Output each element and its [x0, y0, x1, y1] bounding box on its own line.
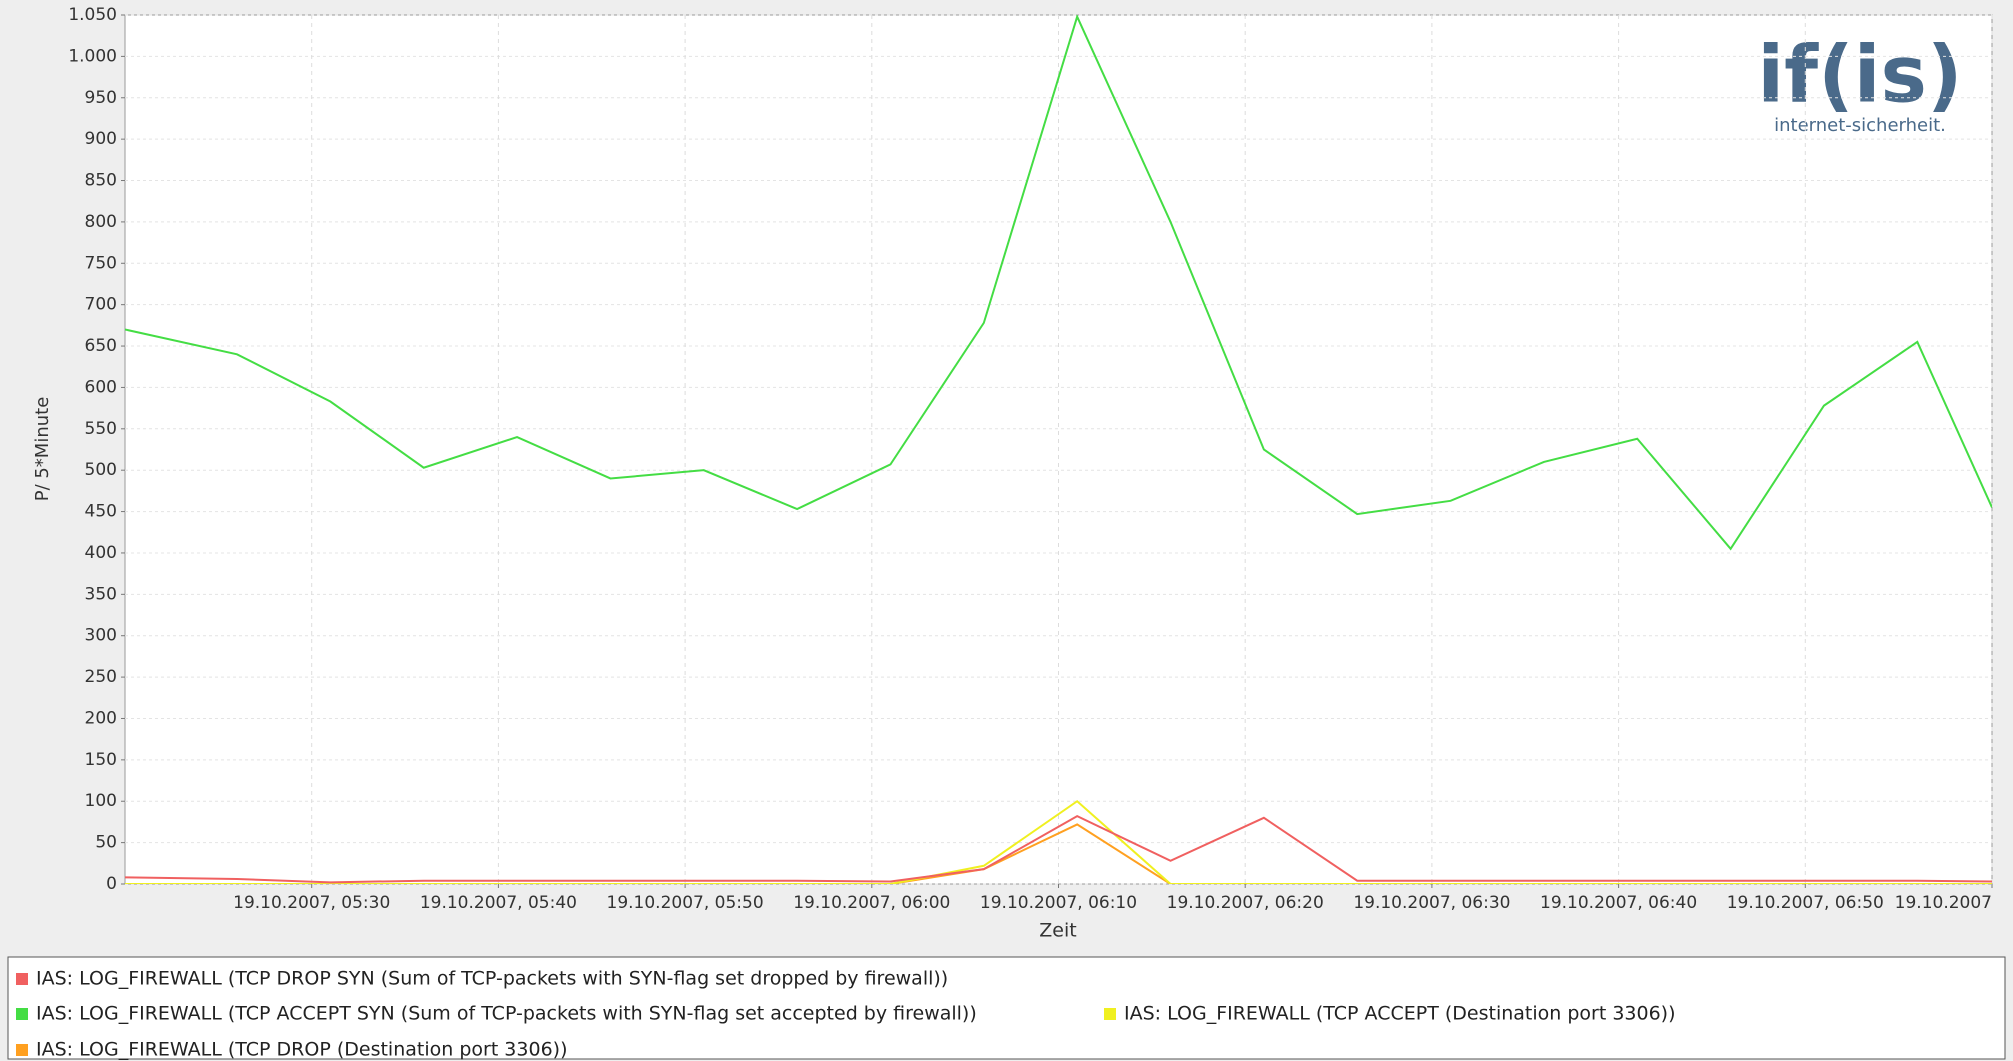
legend-label: IAS: LOG_FIREWALL (TCP ACCEPT (Destinati…: [1124, 1003, 1676, 1025]
x-tick-label: 19.10.2007, 06:10: [980, 893, 1137, 913]
y-tick-label: 950: [85, 88, 117, 108]
legend-swatch: [1104, 1008, 1116, 1020]
y-tick-label: 200: [85, 708, 117, 728]
series-group: [125, 15, 1992, 884]
logo-tagline: internet-sicherheit.: [1774, 115, 1946, 136]
logo: if(is): [1757, 30, 1962, 120]
legend-swatch: [16, 1044, 28, 1056]
x-tick-label: 19.10.2007, 06:20: [1167, 893, 1324, 913]
x-tick-label: 19.10.2007, 06:50: [1727, 893, 1884, 913]
series-line: [125, 15, 1992, 551]
y-tick-label: 550: [85, 419, 117, 439]
y-tick-label: 800: [85, 212, 117, 232]
y-tick-label: 1.050: [68, 5, 117, 25]
y-tick-label: 250: [85, 667, 117, 687]
legend-swatch: [16, 1008, 28, 1020]
legend-label: IAS: LOG_FIREWALL (TCP DROP SYN (Sum of …: [36, 968, 948, 990]
x-tick-label: 19.10.2007, 05:50: [607, 893, 764, 913]
y-tick-label: 700: [85, 295, 117, 315]
x-tick-label: 19.10.2007: [1895, 893, 1992, 913]
legend-box: [7, 956, 2006, 1060]
y-tick-label: 400: [85, 543, 117, 563]
y-tick-label: 1.000: [68, 46, 117, 66]
x-tick-label: 19.10.2007, 05:30: [233, 893, 390, 913]
x-axis-label: Zeit: [1039, 920, 1076, 942]
x-tick-label: 19.10.2007, 05:40: [420, 893, 577, 913]
y-tick-label: 50: [95, 833, 117, 853]
y-tick-label: 450: [85, 502, 117, 522]
y-tick-label: 0: [106, 874, 117, 894]
y-tick-label: 900: [85, 129, 117, 149]
series-line: [125, 823, 1992, 884]
series-line: [125, 815, 1992, 884]
y-tick-label: 750: [85, 253, 117, 273]
y-axis-label: P/ 5*Minute: [32, 397, 53, 502]
legend-label: IAS: LOG_FIREWALL (TCP DROP (Destination…: [36, 1039, 567, 1061]
legend-label: IAS: LOG_FIREWALL (TCP ACCEPT SYN (Sum o…: [36, 1003, 977, 1025]
y-tick-label: 650: [85, 336, 117, 356]
y-tick-label: 350: [85, 584, 117, 604]
x-tick-label: 19.10.2007, 06:00: [793, 893, 950, 913]
y-tick-label: 500: [85, 460, 117, 480]
legend-swatch: [16, 973, 28, 985]
y-tick-label: 600: [85, 377, 117, 397]
y-tick-label: 100: [85, 791, 117, 811]
y-tick-label: 150: [85, 750, 117, 770]
y-tick-label: 300: [85, 626, 117, 646]
y-tick-label: 850: [85, 171, 117, 191]
series-line: [125, 799, 1992, 884]
x-tick-label: 19.10.2007, 06:30: [1353, 893, 1510, 913]
x-tick-label: 19.10.2007, 06:40: [1540, 893, 1697, 913]
